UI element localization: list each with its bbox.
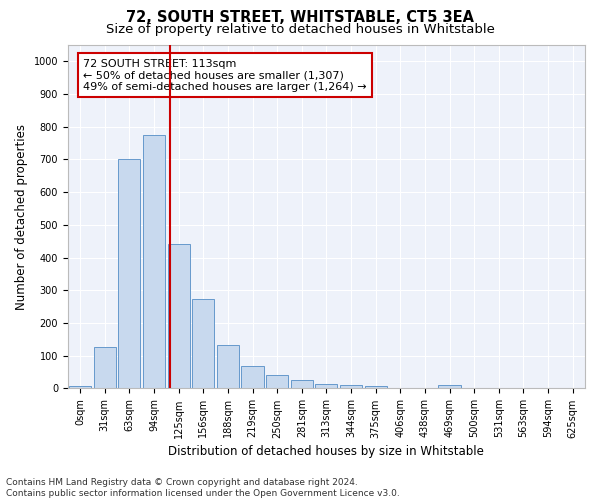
Text: 72 SOUTH STREET: 113sqm
← 50% of detached houses are smaller (1,307)
49% of semi: 72 SOUTH STREET: 113sqm ← 50% of detache… (83, 58, 367, 92)
Bar (217, 345, 239, 389)
Bar (118, 160, 140, 388)
Bar (94, 346, 116, 389)
Bar (290, 380, 313, 388)
Bar (316, 384, 337, 388)
X-axis label: Distribution of detached houses by size in Whitstable: Distribution of detached houses by size … (169, 444, 484, 458)
Bar (266, 376, 288, 388)
Bar (439, 385, 461, 388)
Bar (340, 384, 362, 388)
Bar (69, 386, 91, 388)
Bar (241, 366, 263, 388)
Text: 72, SOUTH STREET, WHITSTABLE, CT5 3EA: 72, SOUTH STREET, WHITSTABLE, CT5 3EA (126, 10, 474, 25)
Bar (167, 244, 190, 388)
Text: Size of property relative to detached houses in Whitstable: Size of property relative to detached ho… (106, 22, 494, 36)
Bar (143, 135, 165, 388)
Bar (192, 298, 214, 388)
Y-axis label: Number of detached properties: Number of detached properties (15, 124, 28, 310)
Text: Contains HM Land Registry data © Crown copyright and database right 2024.
Contai: Contains HM Land Registry data © Crown c… (6, 478, 400, 498)
Bar (365, 386, 387, 388)
